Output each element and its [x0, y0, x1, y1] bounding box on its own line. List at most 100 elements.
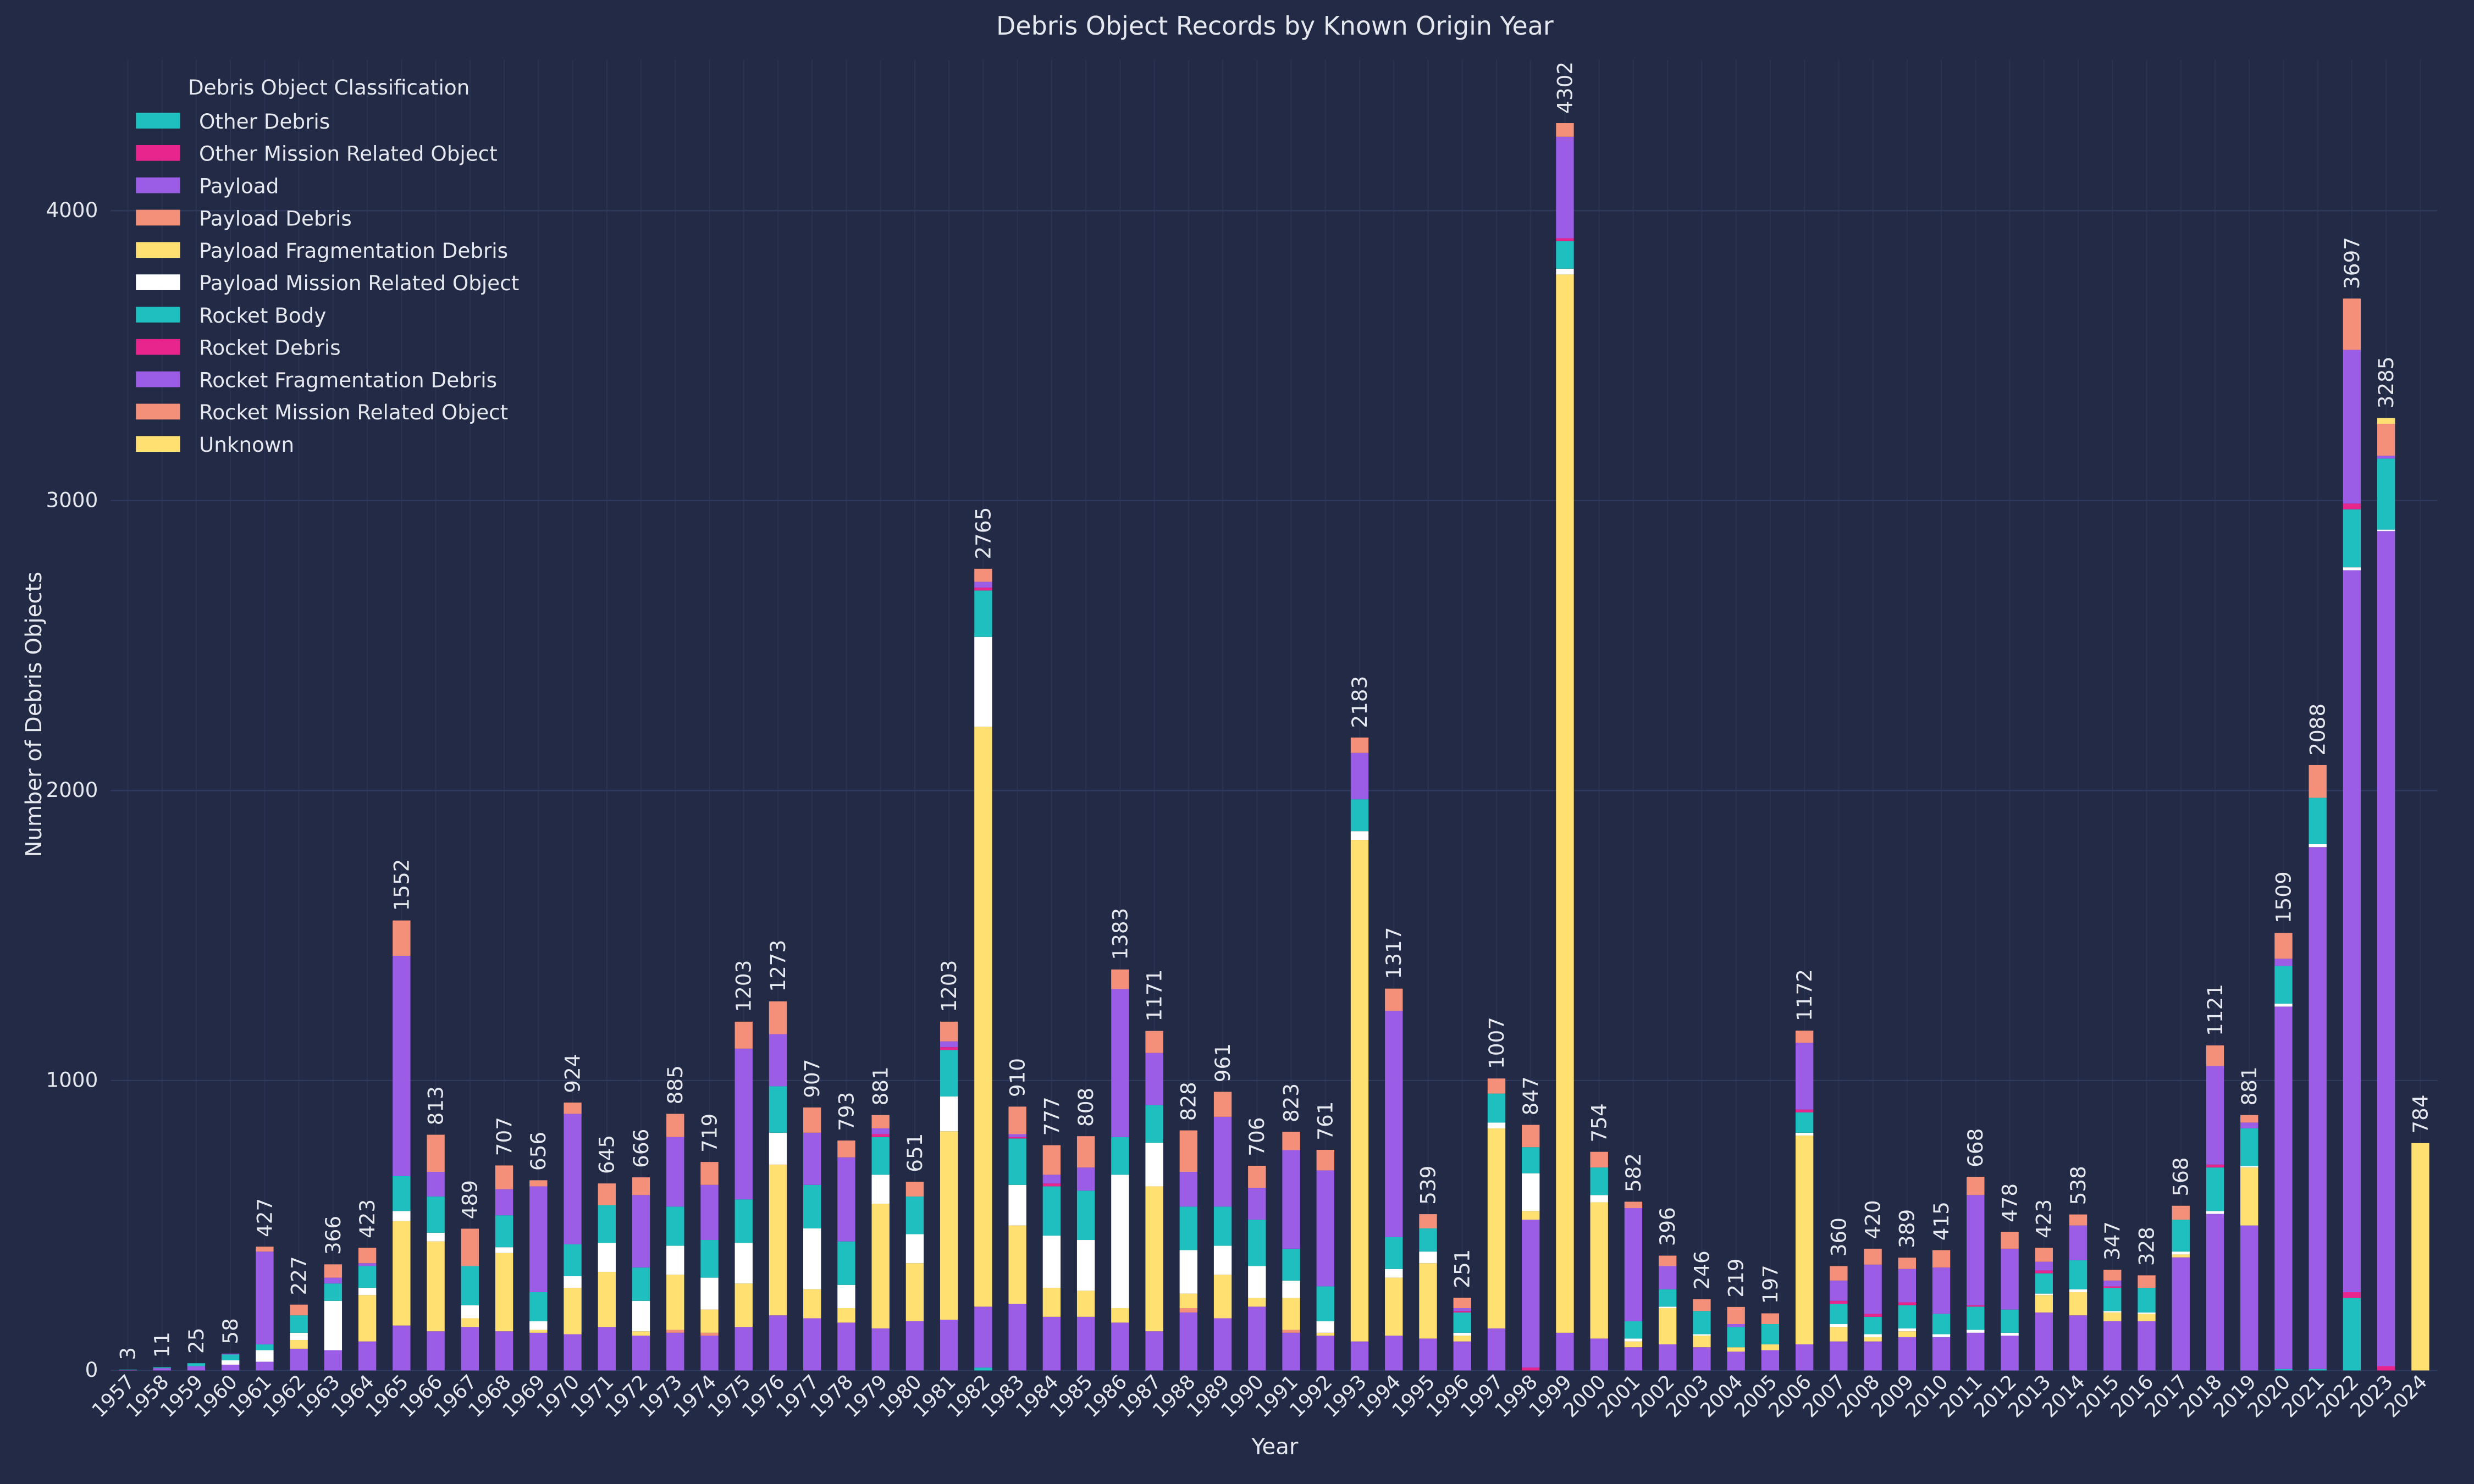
bar-segment [1658, 1344, 1677, 1371]
bar-segment [358, 1266, 377, 1288]
bar-segment [1076, 1167, 1095, 1191]
bar-segment [632, 1336, 650, 1371]
bar-segment [940, 1131, 958, 1320]
bar-segment [2377, 424, 2395, 456]
bar-segment [598, 1243, 616, 1272]
bar-segment [564, 1276, 582, 1288]
total-label: 1171 [1142, 970, 1167, 1022]
bar-segment [1042, 1316, 1061, 1371]
chart-title: Debris Object Records by Known Origin Ye… [996, 11, 1554, 41]
bar-segment [393, 956, 411, 1176]
bar-segment [1693, 1336, 1711, 1348]
bar-segment [1898, 1305, 1917, 1328]
bar-segment [2103, 1280, 2122, 1287]
bar-segment [1453, 1308, 1471, 1311]
bar-segment [2069, 1292, 2088, 1316]
bar-segment [1453, 1312, 1471, 1333]
bar-segment [1795, 1344, 1814, 1371]
bar-segment [837, 1308, 855, 1323]
bar-segment [2309, 847, 2327, 1369]
bar-segment [871, 1328, 890, 1371]
bar-segment [564, 1244, 582, 1276]
bar-segment [1624, 1201, 1643, 1209]
bar-segment [1076, 1240, 1095, 1291]
bar-segment [1248, 1188, 1266, 1220]
bar-segment [2172, 1220, 2190, 1252]
bar-segment [1864, 1316, 1882, 1335]
bar-segment [1282, 1330, 1300, 1333]
y-axis-label: Number of Debris Objects [21, 572, 47, 857]
bar-segment [803, 1318, 821, 1371]
bar-segment [2172, 1257, 2190, 1371]
bar-segment [2103, 1286, 2122, 1288]
bar-segment [700, 1332, 719, 1336]
bar-segment [1830, 1266, 1848, 1281]
total-label: 219 [1724, 1258, 1748, 1297]
total-label: 1552 [389, 859, 413, 911]
y-tick-label: 0 [85, 1358, 98, 1382]
bar-segment [1248, 1306, 1266, 1371]
bar-segment [974, 727, 992, 1307]
total-label: 784 [2408, 1094, 2432, 1133]
bar-segment [1795, 1043, 1814, 1110]
bar-segment [1385, 1336, 1403, 1371]
bar-segment [1282, 1150, 1300, 1249]
bar-segment [1864, 1341, 1882, 1371]
bar-segment [2069, 1289, 2088, 1292]
bar-segment [324, 1300, 343, 1350]
bar-segment [1282, 1248, 1300, 1281]
legend-label: Other Debris [199, 109, 330, 134]
bar-segment [2035, 1295, 2053, 1313]
total-label: 197 [1758, 1265, 1782, 1304]
total-label: 823 [1279, 1083, 1303, 1122]
total-label: 389 [1895, 1209, 1919, 1248]
bar-segment [1350, 737, 1369, 753]
total-label: 1007 [1484, 1017, 1509, 1069]
bar-segment [358, 1248, 377, 1264]
total-label: 706 [1245, 1117, 1269, 1156]
total-label: 58 [218, 1318, 242, 1344]
bar-segment [290, 1332, 308, 1341]
bar-segment [564, 1114, 582, 1244]
bar-segment [427, 1232, 445, 1242]
bar-segment [461, 1228, 479, 1266]
bar-segment [1282, 1332, 1300, 1371]
y-tick-label: 3000 [46, 488, 98, 512]
bar-segment [940, 1047, 958, 1050]
bar-segment [529, 1180, 548, 1187]
total-label: 961 [1211, 1043, 1235, 1082]
bar-segment [1932, 1337, 1951, 1371]
bar-segment [1282, 1132, 1300, 1150]
bar-segment [1042, 1175, 1061, 1184]
bar-segment [1213, 1275, 1232, 1319]
bar-segment [905, 1234, 924, 1264]
bar-segment [324, 1264, 343, 1278]
bar-segment [1556, 1332, 1574, 1371]
total-label: 539 [1416, 1166, 1440, 1205]
bar-segment [2001, 1309, 2019, 1333]
bar-segment [1556, 136, 1574, 239]
bar-segment [1350, 840, 1369, 1342]
bar-segment [2035, 1261, 2053, 1271]
bar-segment [1179, 1250, 1198, 1294]
bar-segment [2103, 1288, 2122, 1311]
bar-segment [2206, 1167, 2224, 1211]
bar-segment [598, 1272, 616, 1327]
bar-segment [598, 1183, 616, 1205]
total-label: 754 [1587, 1103, 1611, 1142]
total-label: 2765 [971, 507, 995, 560]
total-label: 1509 [2271, 871, 2295, 923]
bar-segment [2274, 959, 2293, 966]
bar-segment [1111, 969, 1129, 989]
legend-swatch [136, 403, 180, 420]
bar-segment [2001, 1336, 2019, 1371]
bar-segment [1624, 1338, 1643, 1342]
bar-segment [1487, 1328, 1506, 1371]
total-label: 1203 [732, 960, 756, 1012]
bar-segment [2035, 1248, 2053, 1262]
bar-segment [1316, 1321, 1334, 1333]
bar-segment [358, 1263, 377, 1266]
bar-segment [1556, 268, 1574, 275]
total-label: 478 [1997, 1183, 2022, 1222]
bar-segment [1967, 1195, 1985, 1305]
